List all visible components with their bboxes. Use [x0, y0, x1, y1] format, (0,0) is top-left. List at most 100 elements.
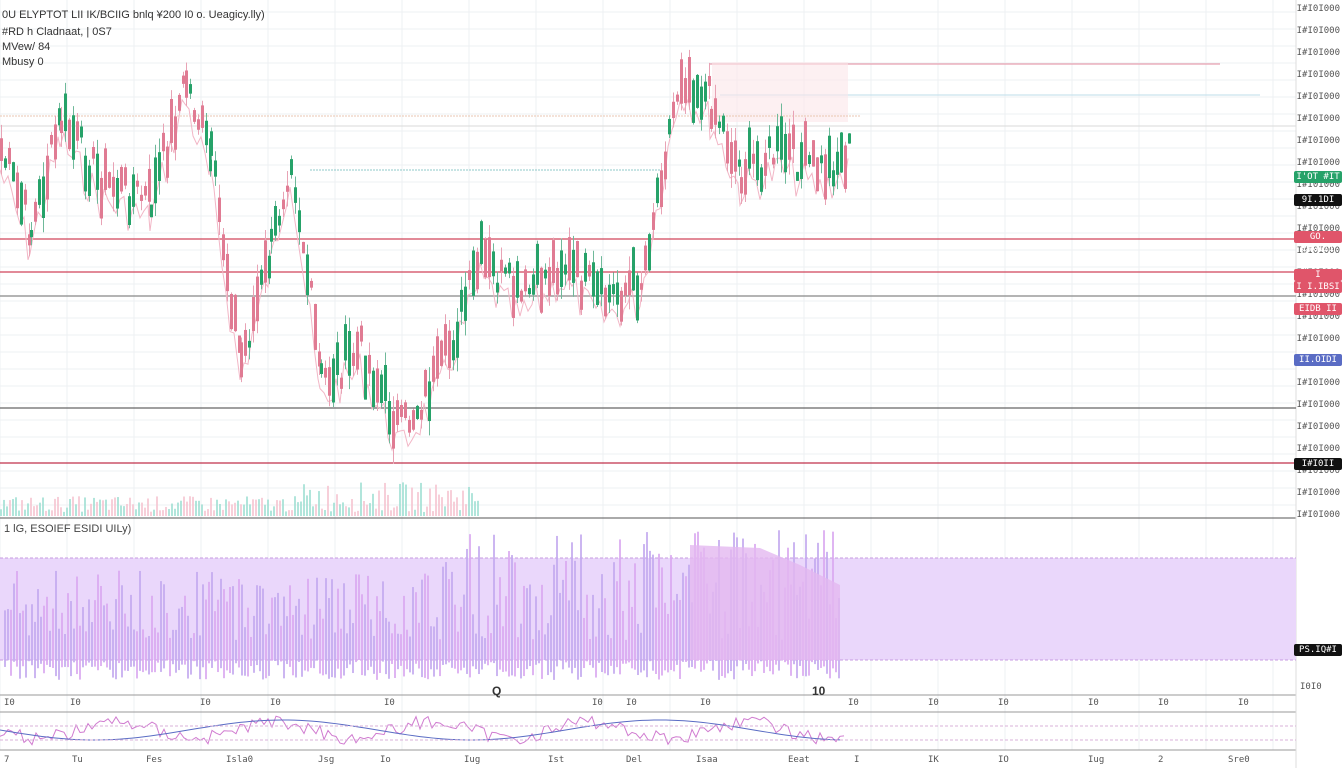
candle-body — [436, 336, 439, 379]
indicator-bar — [553, 564, 555, 680]
legend-line-4: Mbusy 0 — [2, 56, 44, 68]
indicator-bar — [259, 585, 261, 672]
indicator-bar — [61, 612, 63, 668]
indicator-bar — [568, 600, 570, 668]
indicator-bar — [394, 623, 396, 678]
indicator-bar — [202, 584, 204, 668]
volume-bar — [354, 511, 356, 516]
candle-body — [776, 126, 779, 152]
price-axis-label: I#I0I000 — [1296, 92, 1340, 102]
volume-bar — [276, 500, 278, 516]
candle-body — [240, 342, 243, 378]
price-axis-label: I#I0I000 — [1296, 224, 1340, 234]
indicator-bar — [256, 585, 258, 666]
candle-body — [286, 185, 289, 192]
candle-body — [372, 370, 375, 408]
candle-body — [508, 262, 511, 274]
indicator-bar — [670, 555, 672, 670]
indicator-bar — [517, 637, 519, 669]
time-axis-label: I0 — [626, 698, 637, 708]
candle-body — [756, 141, 759, 181]
indicator-bar — [325, 578, 327, 675]
candle-body — [768, 136, 771, 148]
indicator-bar — [193, 633, 195, 662]
price-tag: I#I0II — [1294, 458, 1342, 470]
candle-body — [792, 124, 795, 150]
candle-body — [376, 368, 379, 403]
candle-body — [8, 147, 11, 164]
indicator-bar — [310, 638, 312, 668]
volume-bar — [255, 499, 257, 516]
candle-body — [476, 251, 479, 290]
candle-body — [222, 234, 225, 261]
candle-body — [380, 374, 383, 403]
candle-body — [516, 261, 519, 298]
time-axis-label: Isla0 — [226, 755, 254, 765]
candle-body — [636, 275, 639, 321]
candle-body — [104, 148, 107, 190]
volume-bar — [321, 508, 323, 516]
candle-body — [652, 212, 655, 230]
candle-body — [500, 259, 503, 272]
volume-bar — [273, 506, 275, 516]
indicator-bar — [76, 576, 78, 675]
candle-body — [464, 286, 467, 321]
candle-body — [136, 180, 139, 187]
indicator-bar — [466, 548, 468, 674]
indicator-bar — [586, 594, 588, 662]
candle-body — [504, 267, 507, 274]
price-tag: GO. I#GIII — [1294, 231, 1342, 254]
volume-bar — [351, 499, 353, 516]
price-axis-label: I#I0I000 — [1296, 488, 1340, 498]
candle-body — [64, 93, 67, 132]
volume-bar — [234, 502, 236, 516]
indicator-bar — [589, 638, 591, 666]
candle-body — [268, 255, 271, 279]
volume-bar — [57, 496, 59, 516]
indicator-bar — [316, 577, 318, 661]
indicator-bar — [619, 539, 621, 675]
candle-body — [197, 119, 200, 130]
indicator-bar — [247, 607, 249, 677]
indicator-bar — [328, 598, 330, 679]
candle-body — [536, 243, 539, 285]
volume-bar — [270, 510, 272, 516]
volume-bar — [393, 507, 395, 516]
indicator-bar — [109, 621, 111, 670]
candle-body — [524, 269, 527, 292]
indicator-bar — [412, 587, 414, 675]
indicator-bar — [172, 629, 174, 665]
candle-body — [572, 249, 575, 283]
indicator-bar — [523, 585, 525, 677]
candle-body — [648, 234, 651, 271]
indicator-bar — [433, 626, 435, 677]
volume-bar — [300, 501, 302, 516]
indicator-bar — [430, 626, 432, 670]
candle-body — [788, 133, 791, 160]
candle-body — [548, 266, 551, 297]
volume-bar — [78, 496, 80, 516]
indicator-bar — [178, 608, 180, 671]
indicator-bar — [133, 629, 135, 667]
candle-body — [420, 409, 423, 420]
candle-body — [744, 159, 747, 195]
candle-body — [72, 115, 75, 160]
indicator-bar — [607, 634, 609, 676]
indicator-bar — [565, 560, 567, 663]
candle-body — [640, 283, 643, 290]
candle-body — [128, 196, 131, 226]
indicator-bar — [529, 584, 531, 667]
candle-body — [344, 324, 347, 361]
volume-bar — [138, 502, 140, 516]
volume-bar — [366, 504, 368, 516]
volume-bar — [456, 497, 458, 516]
indicator-bar — [652, 554, 654, 671]
volume-bar — [348, 507, 350, 516]
candle-body — [416, 405, 419, 419]
candle-body — [734, 140, 737, 172]
candle-body — [848, 133, 851, 144]
volume-bar — [141, 502, 143, 516]
candle-body — [800, 142, 803, 179]
candle-body — [764, 152, 767, 176]
